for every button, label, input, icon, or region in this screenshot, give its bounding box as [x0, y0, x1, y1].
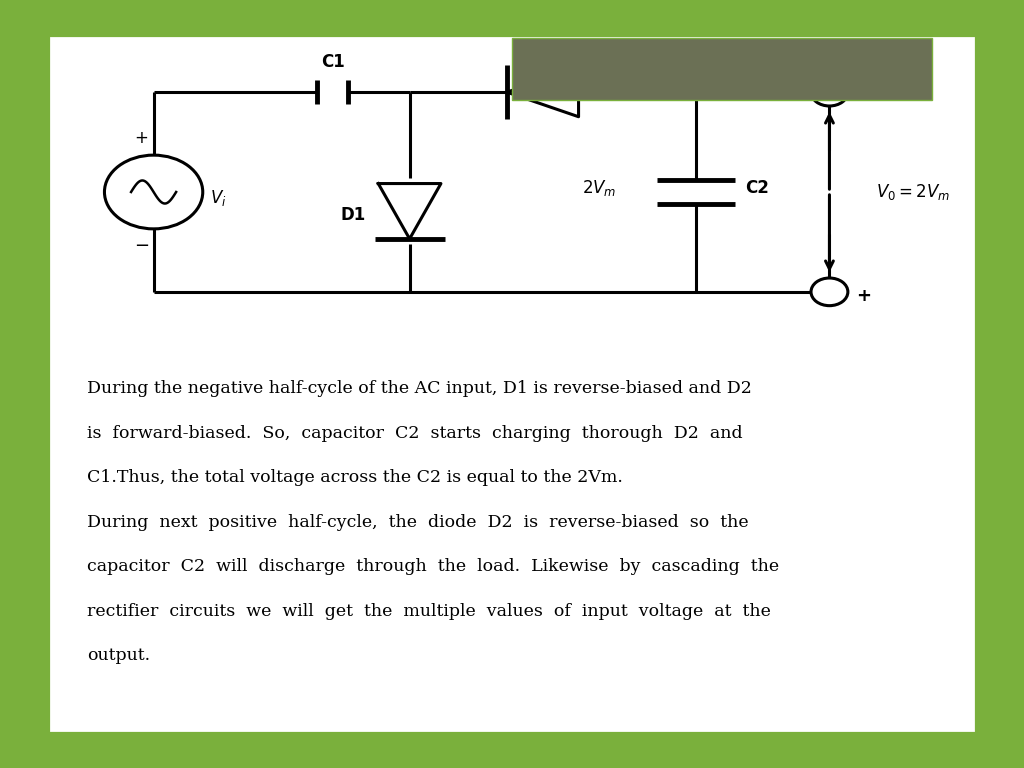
Text: During  next  positive  half-cycle,  the  diode  D2  is  reverse-biased  so  the: During next positive half-cycle, the dio…: [87, 514, 749, 531]
Text: +: +: [134, 129, 148, 147]
Text: $V_0=2V_m$: $V_0=2V_m$: [876, 182, 949, 202]
Text: C1.Thus, the total voltage across the C2 is equal to the 2Vm.: C1.Thus, the total voltage across the C2…: [87, 469, 623, 486]
Text: is  forward-biased.  So,  capacitor  C2  starts  charging  thorough  D2  and: is forward-biased. So, capacitor C2 star…: [87, 425, 742, 442]
Text: −: −: [134, 237, 148, 255]
Text: output.: output.: [87, 647, 151, 664]
Text: $2V_m$: $2V_m$: [582, 178, 616, 198]
Polygon shape: [507, 68, 579, 117]
Text: $V_i$: $V_i$: [210, 188, 226, 208]
Text: rectifier  circuits  we  will  get  the  multiple  values  of  input  voltage  a: rectifier circuits we will get the multi…: [87, 603, 771, 620]
Text: C1: C1: [321, 53, 345, 71]
Circle shape: [811, 278, 848, 306]
Text: −: −: [856, 79, 871, 98]
Text: D1: D1: [341, 206, 366, 224]
Polygon shape: [378, 184, 441, 239]
Text: capacitor  C2  will  discharge  through  the  load.  Likewise  by  cascading  th: capacitor C2 will discharge through the …: [87, 558, 779, 575]
Text: D2: D2: [530, 53, 555, 71]
Text: C2: C2: [745, 179, 769, 197]
Text: +: +: [856, 286, 871, 305]
Circle shape: [811, 78, 848, 106]
Text: During the negative half-cycle of the AC input, D1 is reverse-biased and D2: During the negative half-cycle of the AC…: [87, 380, 752, 397]
